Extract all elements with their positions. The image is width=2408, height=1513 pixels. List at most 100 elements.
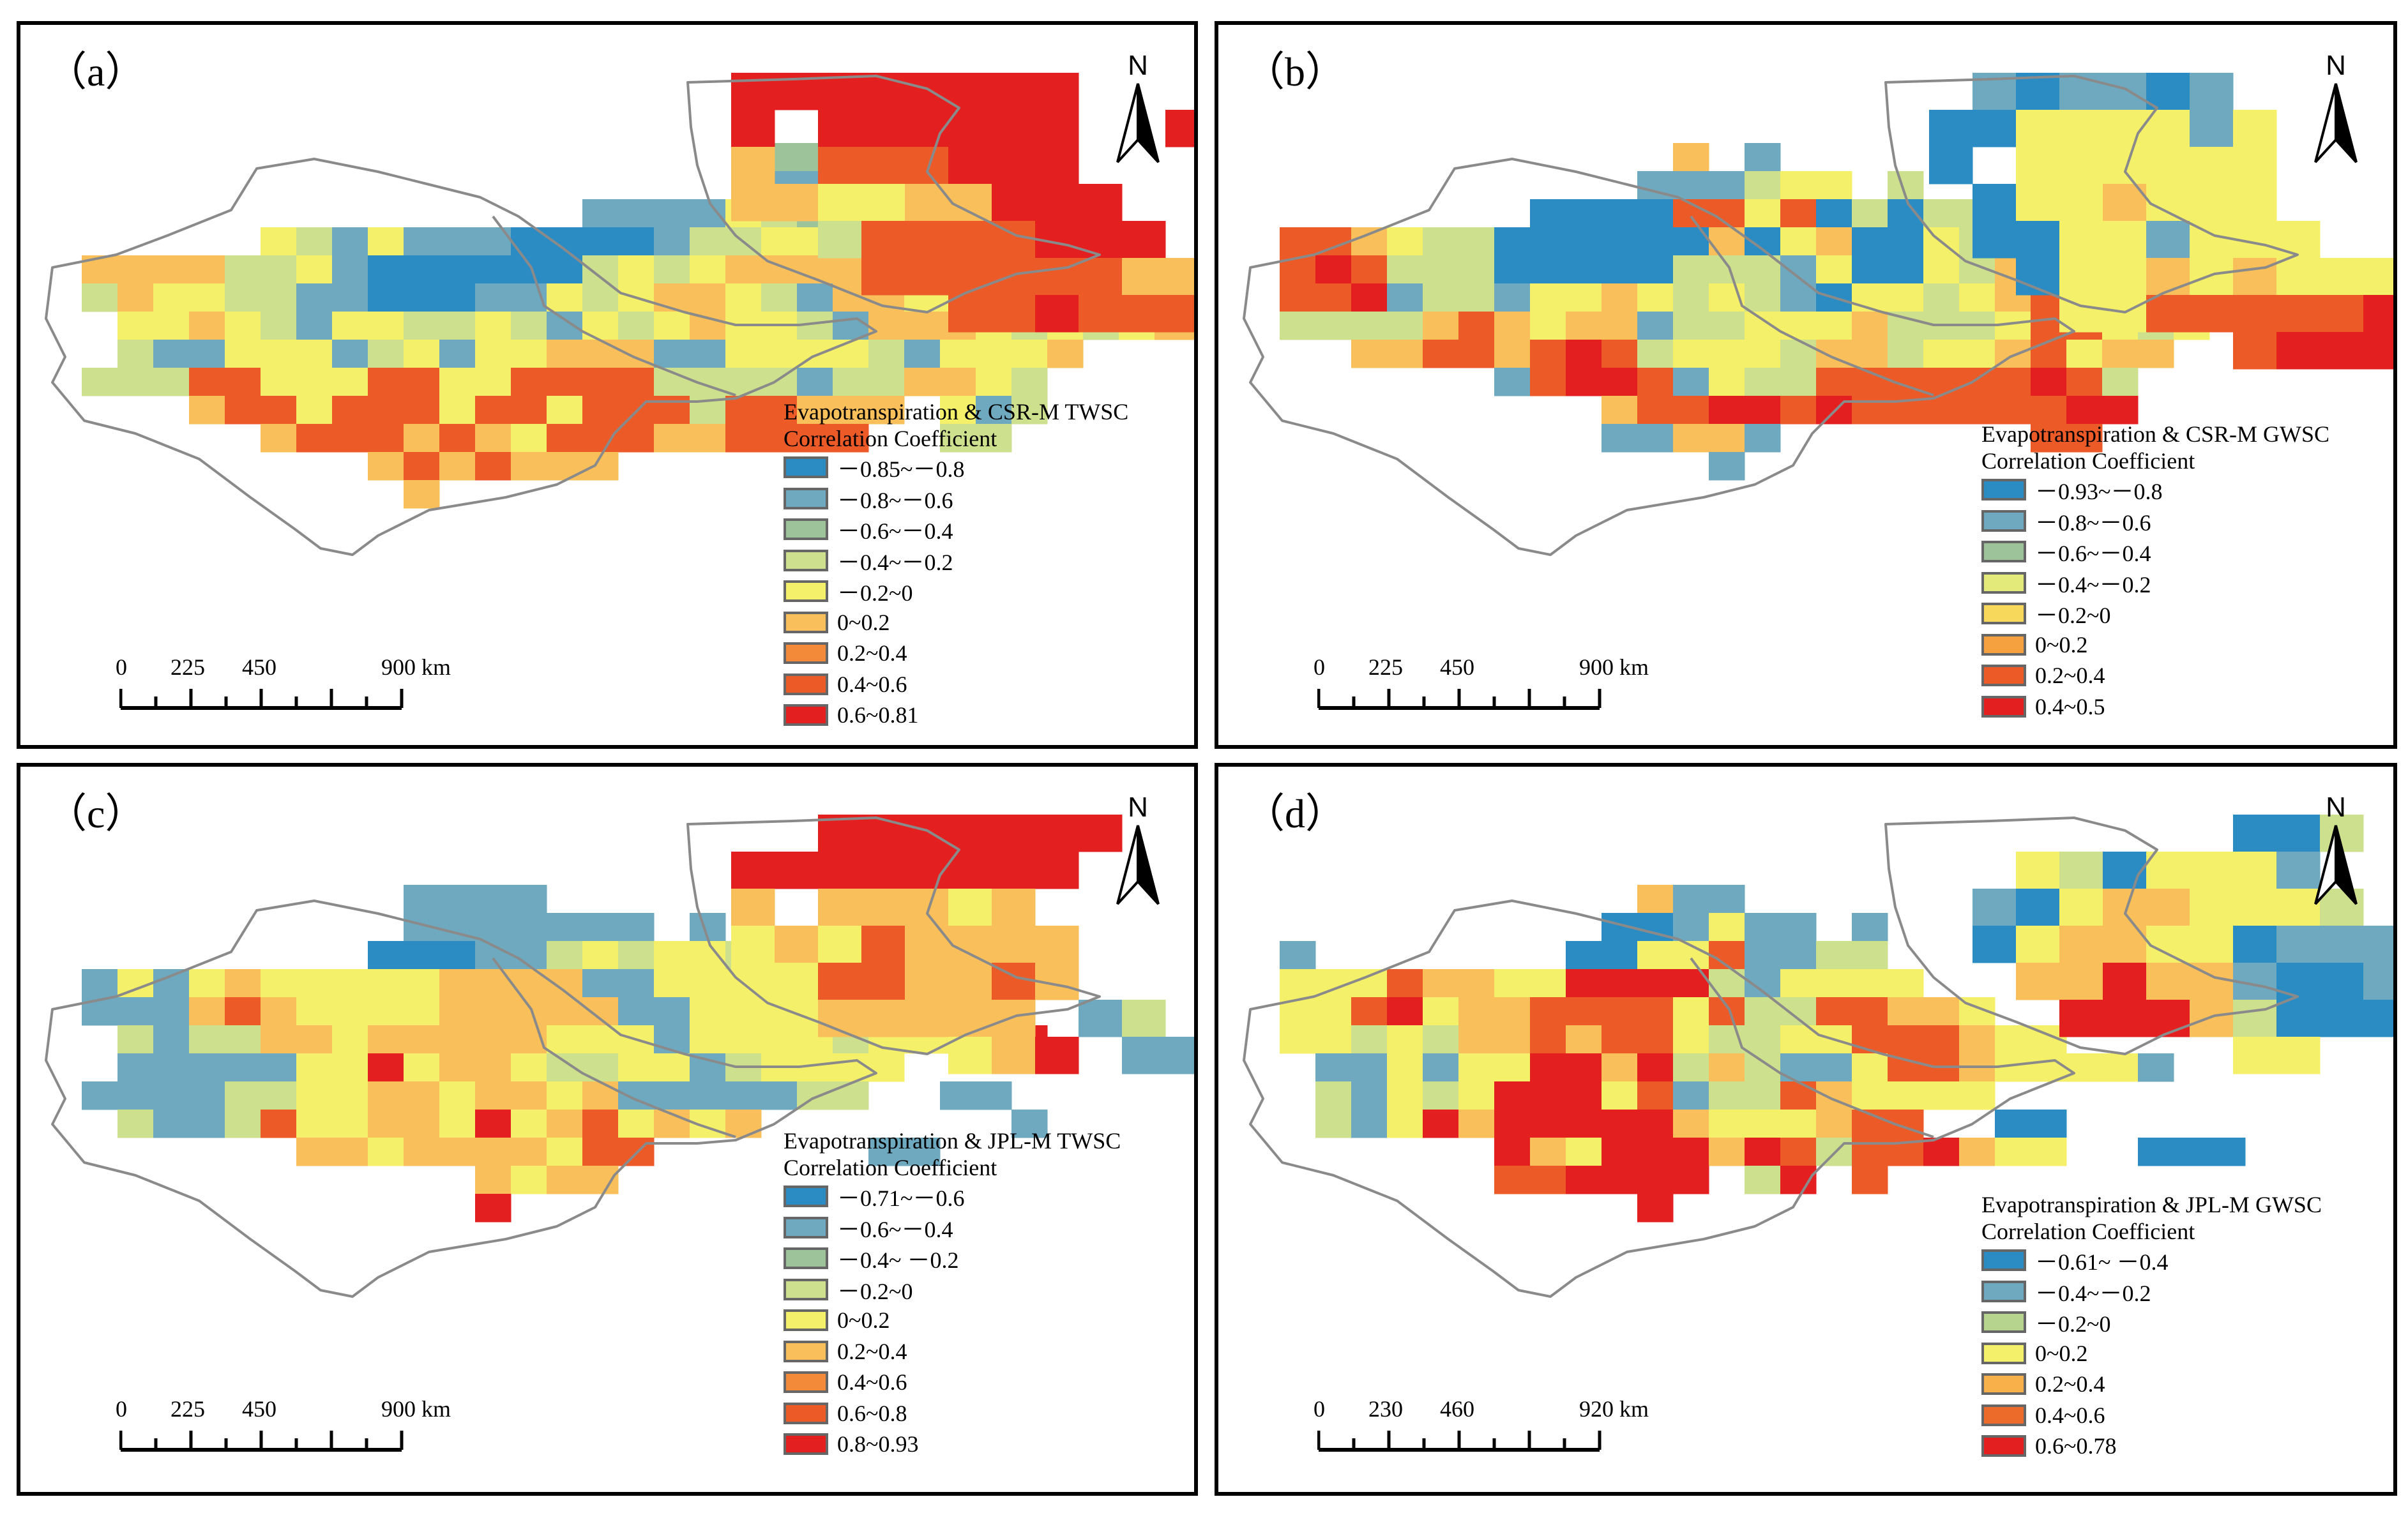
legend-title: Evapotranspiration & CSR-M TWSC — [784, 399, 1129, 425]
grid-cell — [1494, 997, 1531, 1026]
grid-cell — [618, 1053, 655, 1082]
grid-cell — [818, 926, 862, 963]
grid-cell — [1530, 1053, 1566, 1082]
grid-cell — [1494, 1138, 1531, 1166]
grid-cell — [189, 255, 225, 284]
grid-cell — [618, 941, 655, 970]
scale-tick-label: 900 km — [381, 654, 451, 680]
grid-cell — [775, 926, 819, 963]
grid-cell — [1423, 1053, 1459, 1082]
legend-swatch — [784, 642, 828, 665]
scale-labels: 0 230 460 920 km — [1314, 1396, 1649, 1427]
legend-swatch — [1981, 1342, 2026, 1364]
grid-cell — [296, 1110, 333, 1138]
grid-cell — [1423, 312, 1459, 340]
grid-cell — [225, 312, 261, 340]
grid-cell — [1602, 396, 1638, 425]
grid-cell — [1423, 340, 1459, 368]
legend-label: －0.2~0 — [837, 1278, 913, 1304]
north-arrow-icon: N — [2314, 50, 2358, 163]
grid-cell — [296, 1053, 333, 1082]
grid-cell — [1011, 340, 1048, 368]
legend-label: －0.6~－0.4 — [837, 1216, 953, 1242]
grid-cell — [761, 396, 798, 425]
grid-cell — [1888, 1081, 1924, 1110]
grid-cell — [1423, 1081, 1459, 1110]
grid-cell — [1709, 1110, 1745, 1138]
map-panel-a: （a） N Evapotranspiration & CSR-M TWSC Co… — [17, 21, 1198, 749]
grid-cell — [2276, 1037, 2321, 1074]
grid-cell — [511, 424, 547, 453]
legend-item: －0.6~－0.4 — [1981, 536, 2329, 568]
grid-cell — [1566, 1138, 1602, 1166]
grid-cell — [2016, 221, 2060, 259]
grid-cell — [2103, 73, 2147, 110]
grid-cell — [225, 396, 261, 425]
grid-cell — [547, 1025, 583, 1054]
grid-cell — [2363, 295, 2393, 333]
grid-cell — [618, 913, 655, 942]
legend-swatch — [784, 611, 828, 633]
grid-cell — [1959, 1025, 1995, 1054]
legend-label: 0~0.2 — [837, 1307, 890, 1334]
grid-cell — [1602, 227, 1638, 256]
grid-cell — [2066, 340, 2103, 368]
grid-cell — [905, 258, 949, 296]
grid-cell — [1079, 1000, 1123, 1037]
legend-swatch — [784, 549, 828, 571]
grid-cell — [2233, 815, 2277, 852]
grid-cell — [797, 424, 833, 453]
north-arrow-icon: N — [1116, 792, 1160, 905]
legend-label: 0.2~0.4 — [837, 1338, 907, 1364]
legend-label: －0.8~－0.6 — [2035, 509, 2151, 536]
legend-item: 0.2~0.4 — [1981, 1369, 2322, 1400]
grid-cell — [404, 1110, 440, 1138]
grid-cell — [439, 1053, 476, 1082]
grid-cell — [117, 997, 154, 1026]
grid-cell — [117, 1110, 154, 1138]
legend-swatch — [1981, 1311, 2026, 1334]
grid-cell — [511, 1166, 547, 1194]
grid-cell — [404, 941, 440, 970]
grid-cell — [1530, 1081, 1566, 1110]
grid-cell — [1566, 969, 1602, 998]
grid-cell — [261, 312, 297, 340]
grid-cell — [2146, 147, 2190, 184]
grid-cell — [511, 255, 547, 284]
grid-cell — [1035, 852, 1079, 889]
grid-cell — [368, 283, 404, 312]
grid-cell — [2320, 1000, 2364, 1037]
grid-cell — [905, 852, 949, 889]
grid-cell — [547, 1081, 583, 1110]
grid-cell — [1351, 255, 1388, 284]
grid-cell — [261, 997, 297, 1026]
grid-cell — [547, 1110, 583, 1138]
grid-cell — [404, 340, 440, 368]
grid-cell — [1494, 368, 1531, 396]
grid-cell — [2146, 889, 2190, 926]
legend-item: －0.4~－0.2 — [1981, 568, 2329, 599]
grid-cell — [1673, 913, 1709, 942]
grid-cell — [1816, 199, 1852, 228]
legend-item: 0.2~0.4 — [1981, 660, 2329, 691]
grid-cell — [1351, 312, 1388, 340]
grid-cell — [2031, 368, 2067, 396]
grid-cell — [1423, 227, 1459, 256]
grid-cell — [2103, 147, 2147, 184]
grid-cell — [618, 969, 655, 998]
grid-cell — [1745, 941, 1781, 970]
grid-cell — [1280, 941, 1316, 970]
grid-cell — [2103, 110, 2147, 147]
grid-cell — [511, 1081, 547, 1110]
grid-cell — [1745, 368, 1781, 396]
grid-cell — [1745, 143, 1781, 172]
grid-cell — [1494, 1053, 1531, 1082]
grid-cell — [332, 997, 368, 1026]
grid-cell — [1745, 1138, 1781, 1166]
grid-cell — [1816, 227, 1852, 256]
scale-labels: 0 225 450 900 km — [116, 1396, 451, 1427]
grid-cell — [475, 1110, 511, 1138]
grid-cell — [2363, 926, 2393, 963]
grid-cell — [654, 997, 690, 1026]
grid-cell — [1566, 997, 1602, 1026]
